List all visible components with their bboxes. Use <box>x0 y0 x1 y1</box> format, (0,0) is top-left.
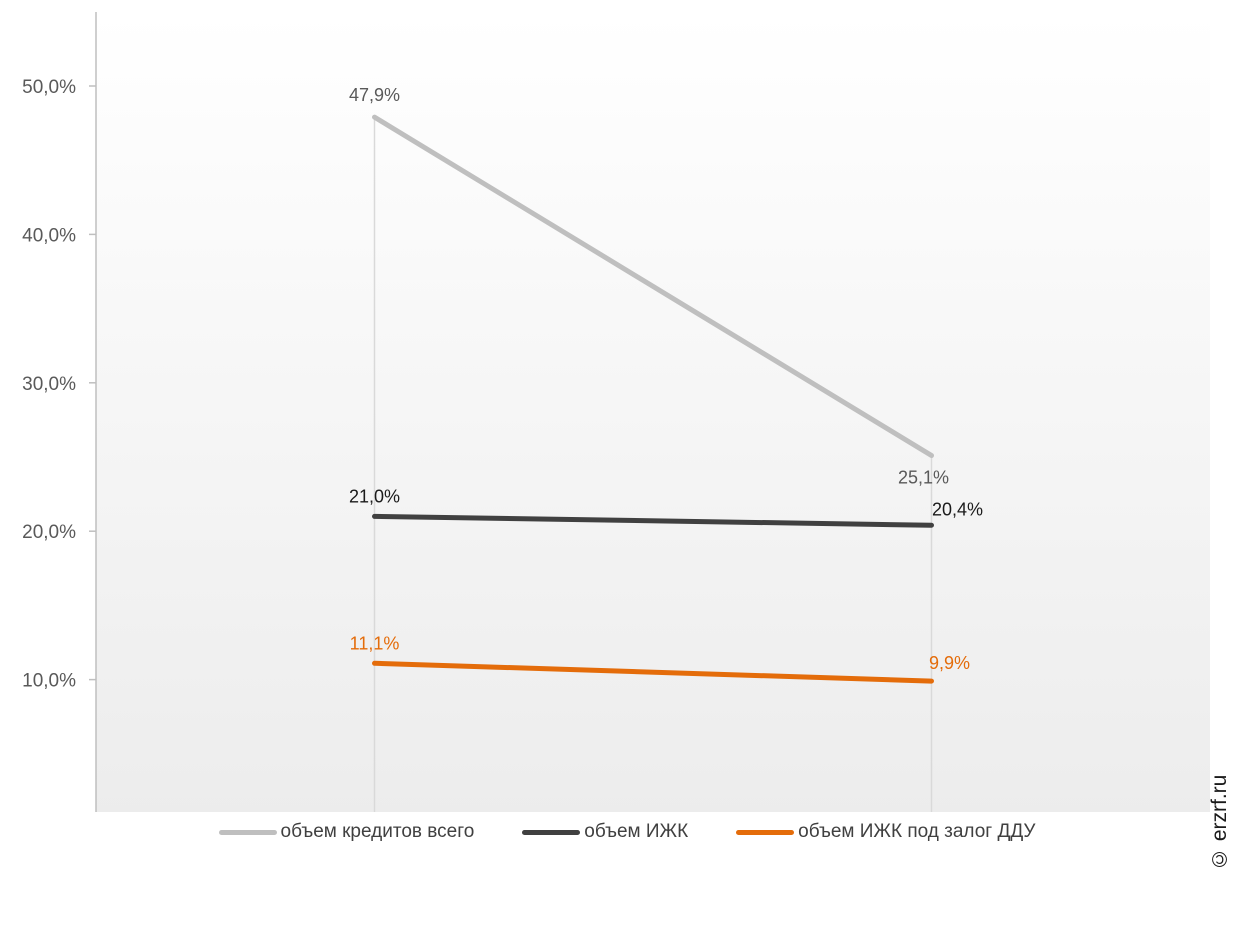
legend-swatch <box>736 829 795 835</box>
legend-label: объем кредитов всего <box>280 821 475 842</box>
y-tick-label: 40,0% <box>22 225 76 246</box>
data-label: 20,4% <box>932 499 983 519</box>
y-tick-label: 50,0% <box>22 77 76 98</box>
watermark: © erzrf.ru <box>1208 774 1231 870</box>
plot-background <box>96 12 1210 812</box>
legend-swatch <box>522 829 581 835</box>
data-label: 11,1% <box>350 633 400 653</box>
legend-label: объем ИЖК под залог ДДУ <box>798 821 1036 842</box>
y-tick-label: 10,0% <box>22 671 76 692</box>
legend-label: объем ИЖК <box>584 821 689 842</box>
legend-item-mortgage[interactable]: объем ИЖК <box>522 821 688 843</box>
series-line <box>372 513 934 528</box>
data-label: 9,9% <box>929 653 970 673</box>
legend: объем кредитов всего объем ИЖК объем ИЖК… <box>0 812 1254 852</box>
data-label: 47,9% <box>349 85 400 105</box>
legend-swatch <box>218 829 277 835</box>
legend-item-total-credits[interactable]: объем кредитов всего <box>218 821 475 843</box>
y-tick-label: 30,0% <box>22 374 76 395</box>
series-line <box>372 660 934 684</box>
legend-item-mortgage-ddu[interactable]: объем ИЖК под залог ДДУ <box>736 821 1036 843</box>
series-line <box>372 114 934 459</box>
data-label: 25,1% <box>898 468 949 488</box>
line-chart: 0,0%10,0%20,0%30,0%40,0%50,0%ЯнварьФевра… <box>22 12 1210 812</box>
data-label: 21,0% <box>349 486 400 506</box>
y-tick-label: 20,0% <box>22 522 76 543</box>
